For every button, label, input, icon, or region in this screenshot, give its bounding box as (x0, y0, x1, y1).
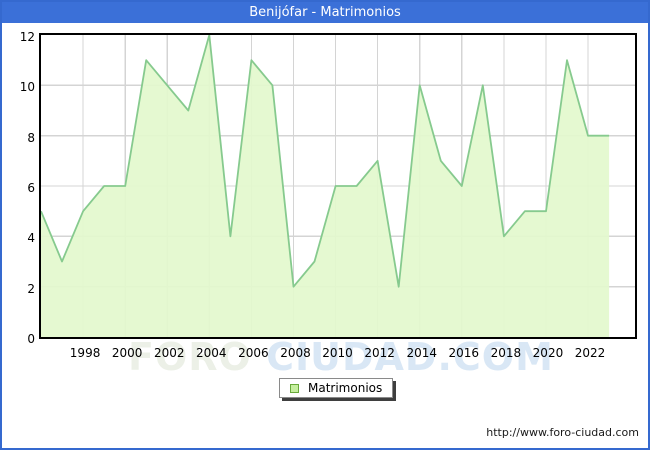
x-tick-label: 2020 (532, 346, 564, 360)
legend-box: Matrimonios (279, 378, 394, 398)
x-tick-label: 2006 (238, 346, 269, 360)
x-tick-label: 2022 (574, 346, 606, 360)
x-tick-label: 2016 (448, 346, 480, 360)
y-tick-label: 8 (27, 130, 35, 145)
y-tick-label: 2 (27, 281, 35, 296)
source-url-text: http://www.foro-ciudad.com (486, 426, 639, 439)
watermark-part-1: FORO (128, 335, 267, 379)
watermark-part-2: CIUDAD.COM (266, 335, 554, 379)
area-chart (41, 35, 635, 337)
legend-label: Matrimonios (308, 381, 383, 395)
x-tick-label: 2014 (406, 346, 437, 360)
x-tick-label: 2004 (196, 346, 227, 360)
y-tick-label: 6 (27, 181, 35, 195)
x-tick-label: 2010 (322, 346, 353, 360)
legend-swatch-icon (290, 383, 299, 393)
watermark: FORO CIUDAD.COM (128, 335, 554, 379)
x-tick-label: 2000 (111, 346, 143, 360)
chart-title: Benijófar - Matrimonios (249, 5, 401, 20)
x-tick-label: 1998 (69, 346, 101, 360)
x-tick-label: 2008 (280, 346, 311, 360)
x-tick-label: 2002 (153, 346, 185, 360)
y-tick-label: 0 (27, 332, 35, 346)
chart-title-bar: Benijófar - Matrimonios (2, 2, 648, 23)
y-tick-label: 4 (27, 231, 35, 246)
x-tick-label: 2012 (364, 346, 395, 360)
y-tick-label: 10 (19, 80, 35, 95)
plot-area (39, 33, 637, 339)
y-tick-label: 12 (19, 30, 35, 44)
x-tick-label: 2018 (490, 346, 522, 360)
